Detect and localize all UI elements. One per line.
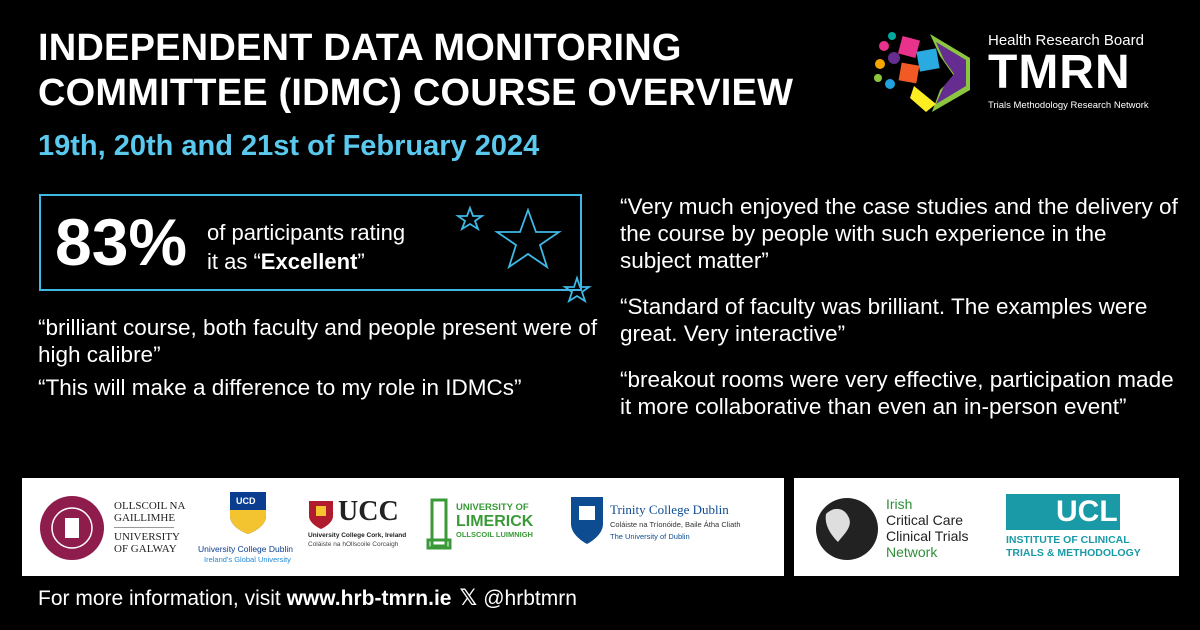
ucd-name: University College Dublin [198,544,293,554]
iccctn-line-3: Clinical Trials [886,528,969,544]
ucl-line-2: TRIALS & METHODOLOGY [1006,547,1141,559]
stars-decoration [455,205,592,304]
university-of-limerick-logo: UNIVERSITY OF LIMERICK OLLSCOIL LUIMNIGH [426,496,566,566]
hrb-name: Health Research Board [988,32,1144,49]
stat-text-line-2-suffix: ” [357,249,365,274]
quote-right-1: “Very much enjoyed the case studies and … [620,194,1178,273]
galway-line-2: GAILLIMHE [114,512,176,524]
bottom-star-icon [562,275,592,304]
ucl-line-1: INSTITUTE OF CLINICAL [1006,534,1130,546]
footer-prefix: For more information, visit [38,587,287,610]
iccctn-line-1: Irish [886,496,913,512]
ucc-acronym: UCC [338,496,399,527]
small-star-icon [455,205,485,232]
quote-right-2: “Standard of faculty was brilliant. The … [620,294,1148,346]
galway-seal-icon [40,496,104,560]
quote-left-1: “brilliant course, both faculty and peop… [38,315,598,367]
trinity-name: Trinity College Dublin [610,502,729,517]
ucc-name: University College Cork, Ireland [308,532,407,539]
university-logos-panel: OLLSCOIL NA GAILLIMHE UNIVERSITY OF GALW… [22,478,784,576]
event-date: 19th, 20th and 21st of February 2024 [38,130,540,162]
ucd-badge: UCD [236,496,256,506]
limerick-line-3: OLLSCOIL LUIMNIGH [456,530,533,539]
hrb-tmrn-logo: Health Research Board TMRN Trials Method… [870,28,1170,118]
stat-box: 83% of participants rating it as “Excell… [39,194,582,291]
iccctn-line-2: Critical Care [886,512,964,528]
trinity-irish: Coláiste na Tríonóide, Baile Átha Cliath [610,520,741,529]
stat-text-line-1: of participants rating [207,220,406,245]
website-link[interactable]: www.hrb-tmrn.ie [286,587,452,610]
globe-icon [816,498,878,560]
stat-text: of participants rating it as “Excellent” [207,218,405,276]
iccctn-line-4: Network [886,544,938,560]
ucd-crest-icon [230,492,266,534]
quote-right-3: “breakout rooms were very effective, par… [620,367,1174,419]
footer: For more information, visit www.hrb-tmrn… [38,585,577,611]
x-logo-icon: 𝕏 [459,585,478,610]
title-line-2: COMMITTEE (IDMC) COURSE OVERVIEW [38,72,794,114]
social-handle[interactable]: @hrbtmrn [483,587,577,610]
university-of-galway-logo: OLLSCOIL NA GAILLIMHE UNIVERSITY OF GALW… [38,490,188,566]
tmrn-wordmark: TMRN [988,46,1131,99]
ucc-logo: UCC University College Cork, Ireland Col… [308,496,428,568]
stat-emphasis: Excellent [260,249,358,274]
stat-value: 83% [55,205,188,279]
galway-line-1: OLLSCOIL NA [114,500,186,512]
trinity-crest-icon [571,497,603,544]
large-star-icon [494,207,562,270]
trinity-college-dublin-logo: Trinity College Dublin Coláiste na Tríon… [570,496,780,566]
iccctn-logo: Irish Critical Care Clinical Trials Netw… [814,488,984,568]
ucd-logo: UCD University College Dublin Ireland's … [198,490,298,570]
limerick-line-1: UNIVERSITY OF [456,502,529,513]
ucl-acronym: UCL [1056,495,1118,528]
ucc-crest-icon [309,501,333,529]
tmrn-emblem-icon [874,32,970,112]
tmrn-subtitle: Trials Methodology Research Network [988,100,1149,111]
ucc-irish: Coláiste na hOllscoile Corcaigh [308,541,399,548]
limerick-line-2: LIMERICK [456,513,534,530]
page-title: INDEPENDENT DATA MONITORING COMMITTEE (I… [38,26,838,116]
trinity-sub: The University of Dublin [610,532,690,541]
network-logos-panel: Irish Critical Care Clinical Trials Netw… [794,478,1179,576]
ucl-ictm-logo: UCL INSTITUTE OF CLINICAL TRIALS & METHO… [1004,494,1174,564]
stat-text-line-2-prefix: it as “ [207,249,261,274]
galway-line-4: OF GALWAY [114,543,177,555]
ucd-tagline: Ireland's Global University [204,555,291,564]
quote-left-2: “This will make a difference to my role … [38,375,522,400]
galway-line-3: UNIVERSITY [114,531,180,543]
title-line-1: INDEPENDENT DATA MONITORING [38,27,682,69]
limerick-tower-icon [426,498,452,550]
